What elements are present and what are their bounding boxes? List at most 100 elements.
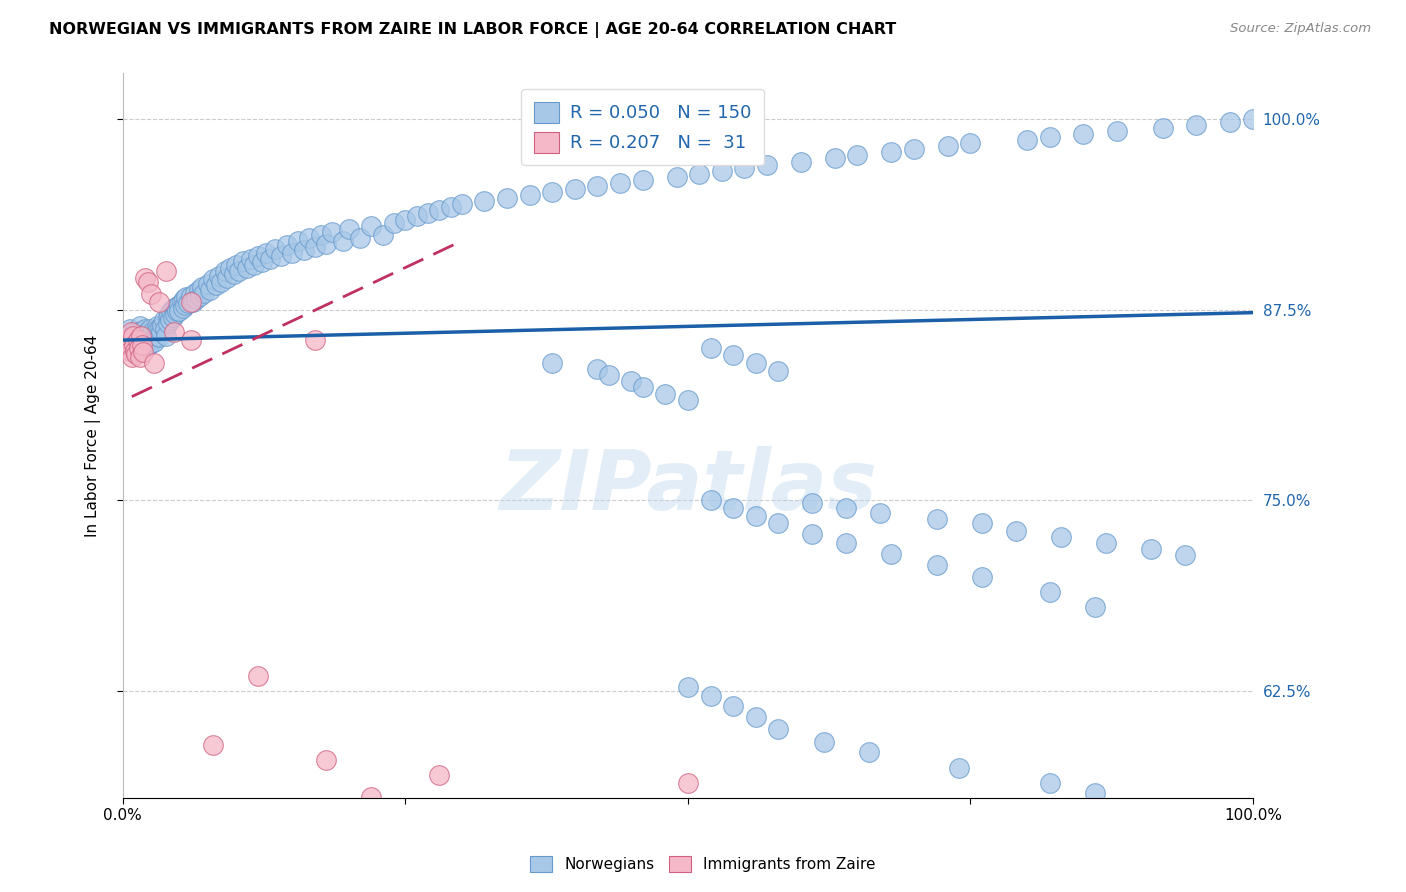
Point (247, 669, 270, 683)
Point (125, 347, 148, 361)
Point (315, 753, 337, 767)
Point (138, 328, 160, 343)
Point (254, 246, 277, 260)
Point (451, 197, 474, 211)
Point (1140, 542, 1163, 557)
Point (276, 238, 298, 252)
Point (756, 157, 779, 171)
Point (163, 326, 186, 340)
Point (173, 292, 195, 306)
Point (166, 304, 188, 318)
Point (1084, 787, 1107, 801)
Point (1038, 130, 1060, 145)
Point (970, 570, 993, 584)
Point (1073, 127, 1095, 141)
Point (665, 169, 688, 184)
Point (304, 333, 326, 347)
Point (925, 512, 948, 526)
Point (120, 326, 142, 340)
Point (250, 255, 273, 269)
Point (281, 246, 304, 260)
Point (309, 227, 332, 242)
Point (676, 392, 699, 407)
Point (228, 264, 250, 278)
Point (118, 343, 141, 358)
Point (287, 234, 309, 248)
Point (332, 234, 354, 248)
Point (180, 289, 202, 303)
Point (132, 345, 155, 359)
Point (136, 332, 159, 346)
Point (122, 328, 145, 343)
Point (519, 188, 541, 202)
Point (124, 343, 146, 358)
Point (184, 285, 207, 300)
Point (427, 203, 450, 218)
Point (155, 264, 177, 278)
Point (222, 268, 245, 282)
Point (744, 356, 766, 370)
Point (970, 516, 993, 531)
Point (337, 221, 360, 235)
Point (321, 225, 343, 239)
Point (1084, 600, 1107, 615)
Point (688, 167, 710, 181)
Legend: R = 0.050   N = 150, R = 0.207   N =  31: R = 0.050 N = 150, R = 0.207 N = 31 (522, 89, 763, 165)
Point (360, 789, 382, 804)
Point (120, 341, 142, 355)
Point (128, 330, 150, 344)
Point (1107, 124, 1129, 138)
Point (202, 738, 225, 752)
Point (880, 547, 903, 561)
Point (564, 182, 586, 196)
Point (270, 249, 292, 263)
Point (416, 206, 439, 220)
Point (232, 253, 254, 268)
Point (586, 362, 609, 376)
Point (122, 336, 145, 351)
Point (1038, 776, 1060, 790)
Point (869, 506, 891, 520)
Point (174, 290, 197, 304)
Point (193, 285, 215, 300)
Point (128, 341, 150, 355)
Point (371, 227, 394, 242)
Point (134, 333, 156, 347)
Point (143, 356, 166, 370)
Point (204, 278, 226, 293)
Point (146, 322, 169, 336)
Point (1174, 549, 1197, 563)
Point (846, 148, 869, 162)
Point (198, 283, 221, 297)
Point (1038, 585, 1060, 599)
Point (155, 328, 177, 343)
Point (129, 328, 152, 343)
Point (360, 219, 382, 233)
Point (835, 536, 858, 550)
Point (135, 326, 157, 340)
Point (148, 295, 170, 310)
Point (699, 689, 721, 703)
Point (139, 287, 162, 301)
Point (1219, 115, 1241, 129)
Point (162, 310, 184, 325)
Point (744, 508, 766, 523)
Point (631, 173, 654, 187)
Point (496, 191, 519, 205)
Point (153, 322, 176, 336)
Point (145, 328, 167, 343)
Point (236, 261, 259, 276)
Point (699, 493, 721, 508)
Y-axis label: In Labor Force | Age 20-64: In Labor Force | Age 20-64 (86, 334, 101, 537)
Point (134, 322, 156, 336)
Point (128, 319, 150, 334)
Point (292, 243, 315, 257)
Point (733, 161, 755, 175)
Point (609, 176, 631, 190)
Point (768, 516, 790, 531)
Point (128, 328, 150, 343)
Point (191, 279, 214, 293)
Point (202, 272, 225, 286)
Point (225, 258, 247, 272)
Point (142, 332, 165, 346)
